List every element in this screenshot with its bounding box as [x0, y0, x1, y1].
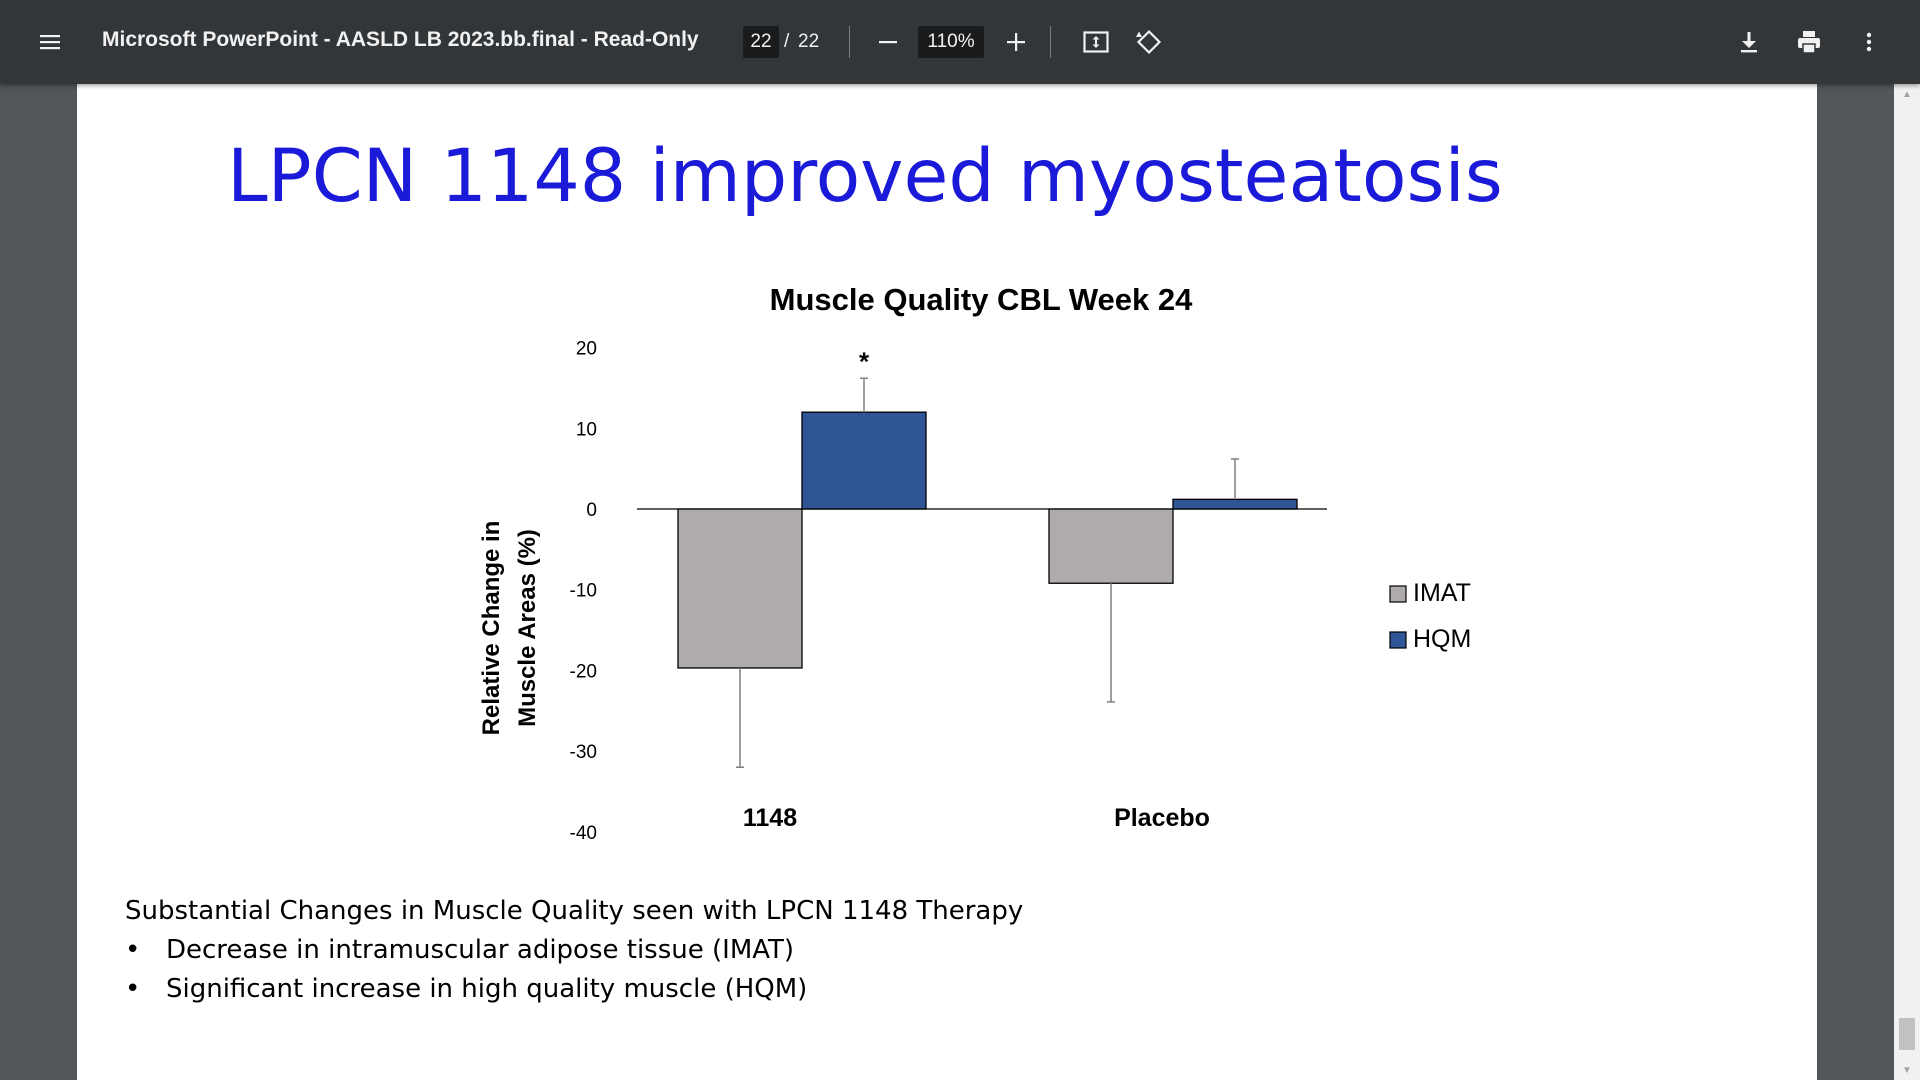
scrollbar-thumb[interactable] — [1899, 1018, 1915, 1050]
menu-icon — [40, 35, 60, 50]
bullet-icon: • — [125, 935, 141, 965]
minus-icon — [879, 41, 897, 44]
rotate-button[interactable] — [1129, 22, 1169, 62]
y-axis-label: Relative Change in Muscle Areas (%) — [478, 521, 541, 736]
document-title: Microsoft PowerPoint - AASLD LB 2023.bb.… — [102, 28, 699, 51]
y-tick-label: -10 — [570, 581, 597, 602]
y-tick-label: 20 — [576, 339, 597, 360]
more-options-button[interactable] — [1849, 22, 1889, 62]
bar-chart: Muscle Quality CBL Week 24 Relative Chan… — [478, 282, 1471, 844]
bullet-text: Significant increase in high quality mus… — [166, 974, 808, 1004]
download-button[interactable] — [1729, 22, 1769, 62]
slide-body: Substantial Changes in Muscle Quality se… — [125, 892, 1023, 1009]
plus-icon — [1007, 33, 1025, 51]
bullet-item: • Decrease in intramuscular adipose tiss… — [125, 931, 1023, 970]
page-total: 22 — [798, 31, 820, 52]
vertical-scrollbar[interactable]: ▲ ▼ — [1894, 84, 1920, 1080]
legend-swatch — [1389, 585, 1407, 603]
scroll-down-arrow-icon[interactable]: ▼ — [1902, 1064, 1912, 1076]
chart-title: Muscle Quality CBL Week 24 — [770, 282, 1193, 317]
zoom-level-input[interactable]: 110% — [918, 26, 984, 58]
fit-to-page-button[interactable] — [1076, 22, 1116, 62]
slide-title: LPCN 1148 improved myosteatosis — [227, 134, 1503, 219]
y-axis-label-line2: Muscle Areas (%) — [514, 529, 541, 727]
download-icon — [1741, 32, 1757, 53]
bar-hqm-1148 — [801, 411, 927, 510]
significance-marker: * — [859, 346, 870, 376]
y-tick-label: -30 — [570, 742, 597, 763]
x-tick-label: Placebo — [1114, 804, 1210, 832]
bullet-text: Decrease in intramuscular adipose tissue… — [166, 935, 795, 965]
legend-swatch — [1389, 631, 1407, 649]
more-vert-icon — [1866, 32, 1872, 52]
bullet-item: • Significant increase in high quality m… — [125, 970, 1023, 1009]
page-separator: / — [784, 31, 790, 52]
bar-hqm-placebo — [1172, 498, 1298, 510]
zoom-in-button[interactable] — [996, 22, 1036, 62]
legend-label: HQM — [1413, 625, 1471, 653]
y-tick-label: -20 — [570, 661, 597, 682]
toolbar-divider — [849, 26, 850, 58]
legend-label: IMAT — [1413, 579, 1471, 607]
pdf-page: LPCN 1148 improved myosteatosis Muscle Q… — [77, 84, 1817, 1080]
print-button[interactable] — [1789, 22, 1829, 62]
y-tick-label: 0 — [586, 500, 597, 521]
summary-text: Substantial Changes in Muscle Quality se… — [125, 896, 1024, 926]
zoom-out-button[interactable] — [868, 22, 908, 62]
y-axis-label-line1: Relative Change in — [478, 521, 505, 736]
rotate-icon — [1136, 29, 1162, 55]
print-icon — [1798, 31, 1820, 54]
fit-page-icon — [1083, 31, 1109, 53]
x-tick-label: 1148 — [743, 804, 797, 832]
y-tick-label: -40 — [570, 823, 597, 844]
menu-button[interactable] — [30, 22, 70, 62]
bar-imat-1148 — [677, 508, 803, 669]
page-number-input[interactable]: 22 — [743, 26, 779, 58]
scroll-up-arrow-icon[interactable]: ▲ — [1902, 88, 1912, 100]
bar-imat-placebo — [1048, 508, 1174, 584]
pdf-toolbar: Microsoft PowerPoint - AASLD LB 2023.bb.… — [0, 0, 1920, 84]
bullet-icon: • — [125, 974, 141, 1004]
toolbar-divider — [1050, 26, 1051, 58]
y-tick-label: 10 — [576, 419, 597, 440]
